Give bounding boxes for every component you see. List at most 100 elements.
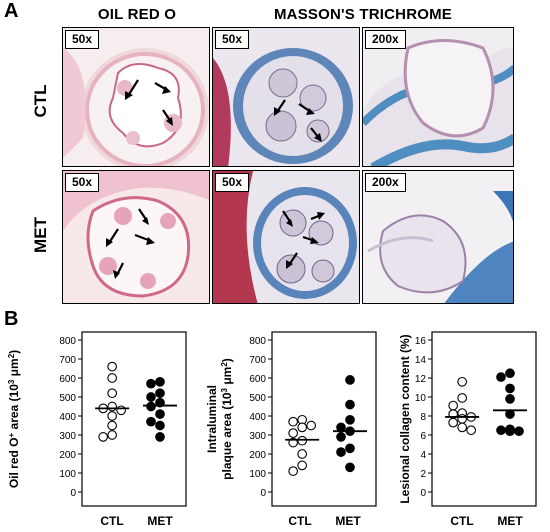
data-point-met xyxy=(155,420,165,431)
data-point-met xyxy=(155,388,165,399)
data-point-met xyxy=(345,443,355,454)
magnification-label: 200x xyxy=(365,173,406,192)
micrograph-masson-ctl-200x: 200x xyxy=(362,27,514,167)
y-tick-label: 700 xyxy=(59,355,76,366)
data-point-ctl xyxy=(457,376,468,387)
data-point-ctl xyxy=(466,425,477,436)
y-tick-label: 12 xyxy=(415,374,427,385)
x-tick-label-ctl: CTL xyxy=(288,514,311,528)
data-point-ctl xyxy=(297,449,308,459)
magnification-label: 50x xyxy=(215,30,250,49)
data-point-met xyxy=(345,375,355,385)
magnification-label: 50x xyxy=(65,173,100,192)
panel-a-letter: A xyxy=(4,0,19,22)
y-tick-label: 600 xyxy=(59,374,76,385)
y-tick-label: 400 xyxy=(249,412,266,423)
chart-plaque-area: 0 100 200 300 400 500 600 700 800 Intraluminal p… xyxy=(205,331,377,528)
data-point-met xyxy=(336,432,346,442)
data-point-met xyxy=(146,392,156,402)
x-tick-label-ctl: CTL xyxy=(450,514,473,528)
data-point-met xyxy=(155,409,165,419)
x-tick-label-ctl: CTL xyxy=(100,514,123,528)
data-point-met xyxy=(505,368,515,379)
data-point-ctl xyxy=(288,466,299,476)
y-tick-label: 500 xyxy=(59,393,76,404)
y-tick-label: 400 xyxy=(59,412,76,423)
data-point-met xyxy=(505,394,515,404)
tissue-illustration xyxy=(363,39,513,166)
data-point-ctl xyxy=(107,411,118,421)
y-tick-label: 500 xyxy=(249,393,266,404)
data-point-ctl xyxy=(457,413,468,424)
data-point-met xyxy=(345,399,355,410)
data-point-met xyxy=(155,432,165,442)
data-point-ctl xyxy=(107,401,118,412)
data-point-met xyxy=(146,378,156,389)
micrograph-masson-ctl-50x: 50x xyxy=(212,27,360,167)
tissue-illustration xyxy=(213,48,353,166)
data-point-met xyxy=(505,426,515,437)
data-point-ctl xyxy=(288,416,299,427)
y-tick-label: 600 xyxy=(249,374,266,385)
micrograph-masson-met-50x: 50x xyxy=(212,170,360,304)
data-point-ctl xyxy=(107,373,118,383)
y-axis-label-line1: Intraluminal xyxy=(205,385,219,453)
tissue-illustration xyxy=(63,48,209,166)
data-point-met xyxy=(146,416,156,427)
micrograph-oil-red-o-met: 50x xyxy=(62,170,210,304)
tissue-illustration xyxy=(367,191,513,303)
panel-b-letter: B xyxy=(4,308,19,330)
y-tick-label: 100 xyxy=(249,469,266,480)
y-tick-label: 800 xyxy=(59,336,76,347)
y-axis-label: Lesional collagen content (%) xyxy=(398,334,412,503)
x-tick-label-met: MET xyxy=(147,514,173,528)
x-tick-label-met: MET xyxy=(335,514,361,528)
data-point-met xyxy=(496,372,506,382)
column-title-masson: MASSON'S TRICHROME xyxy=(273,6,452,23)
data-point-ctl xyxy=(448,417,459,428)
data-point-met xyxy=(505,383,515,394)
y-tick-label: 200 xyxy=(59,450,76,461)
data-point-ctl xyxy=(107,420,118,431)
magnification-label: 200x xyxy=(365,30,406,49)
data-point-ctl xyxy=(457,422,468,433)
y-tick-label: 300 xyxy=(249,431,266,442)
column-title-oil-red-o: OIL RED O xyxy=(97,6,177,23)
data-point-ctl xyxy=(306,420,317,431)
y-tick-label: 0 xyxy=(260,488,266,499)
y-axis-label: Oil red O+ area (103 μm2) xyxy=(7,350,22,488)
y-tick-label: 6 xyxy=(420,431,426,442)
data-point-met xyxy=(146,401,156,412)
x-tick-label-met: MET xyxy=(497,514,523,528)
data-point-met xyxy=(345,462,355,473)
plot-frame xyxy=(431,331,537,507)
data-point-ctl xyxy=(297,422,308,433)
data-point-ctl xyxy=(107,430,118,440)
y-tick-label: 0 xyxy=(70,488,76,499)
y-axis-label-line2: plaque area (103 μm2) xyxy=(220,358,235,480)
tissue-illustration xyxy=(63,171,209,298)
data-point-ctl xyxy=(297,460,308,471)
y-tick-label: 300 xyxy=(59,431,76,442)
magnification-label: 50x xyxy=(65,30,100,49)
data-point-met xyxy=(496,425,506,436)
data-point-ctl xyxy=(107,388,118,399)
row-label-ctl: CTL xyxy=(31,84,50,118)
plot-frame xyxy=(271,331,377,507)
data-point-ctl xyxy=(448,400,459,411)
tissue-illustration xyxy=(213,171,357,303)
micrograph-masson-met-200x: 200x xyxy=(362,170,514,304)
y-tick-label: 10 xyxy=(415,393,427,404)
micrograph-oil-red-o-ctl: 50x xyxy=(62,27,210,167)
data-point-ctl xyxy=(98,432,109,442)
y-tick-label: 0 xyxy=(420,488,426,499)
chart-oil-red-o-area: 0 100 200 300 400 500 600 700 800 Oil red O+ are… xyxy=(7,331,187,528)
y-tick-label: 800 xyxy=(249,336,266,347)
y-tick-label: 100 xyxy=(59,469,76,480)
y-tick-label: 8 xyxy=(420,412,426,423)
y-tick-label: 700 xyxy=(249,355,266,366)
data-point-ctl xyxy=(297,435,308,446)
data-point-ctl xyxy=(457,393,468,403)
data-point-met xyxy=(345,414,355,425)
